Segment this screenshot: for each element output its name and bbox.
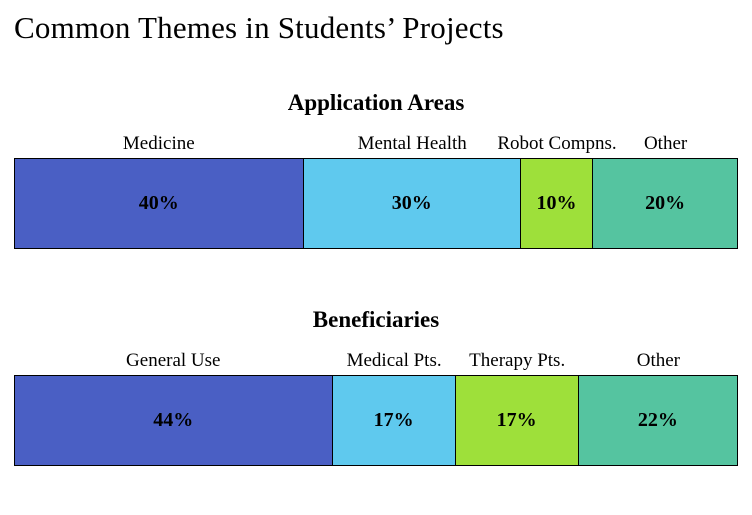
chart-beneficiaries: Beneficiaries General Use Medical Pts. The… (14, 307, 738, 466)
bar-segment: 17% (455, 375, 579, 466)
segment-category-label: Medicine (122, 133, 195, 154)
category-labels-row: General Use Medical Pts. Therapy Pts. Other (14, 347, 738, 375)
segment-category-label: Other (636, 350, 680, 371)
segment-category-label: Other (643, 133, 688, 154)
chart-application-areas: Application Areas Medicine Mental Health R… (14, 90, 738, 249)
bar-segment: 10% (520, 158, 594, 249)
chart-title-application-areas: Application Areas (287, 90, 465, 115)
bar-segment: 40% (14, 158, 304, 249)
stacked-bar-beneficiaries: 44% 17% 17% 22% (14, 375, 738, 466)
chart-title-beneficiaries: Beneficiaries (312, 307, 440, 332)
bar-segment: 20% (593, 158, 738, 249)
segment-category-label: Therapy Pts. (469, 350, 566, 371)
bar-segment: 30% (303, 158, 521, 249)
segment-category-label: Medical Pts. (346, 350, 442, 371)
segment-category-label: Robot Compns. (497, 133, 617, 154)
category-labels-row: Medicine Mental Health Robot Compns. Other (14, 130, 738, 158)
bar-segment: 44% (14, 375, 333, 466)
bar-segment: 22% (578, 375, 738, 466)
stacked-bar-application-areas: 40% 30% 10% 20% (14, 158, 738, 249)
bar-segment: 17% (332, 375, 456, 466)
segment-category-label: Mental Health (357, 133, 467, 154)
page-title: Common Themes in Students’ Projects (14, 10, 504, 45)
segment-category-label: General Use (126, 350, 221, 371)
